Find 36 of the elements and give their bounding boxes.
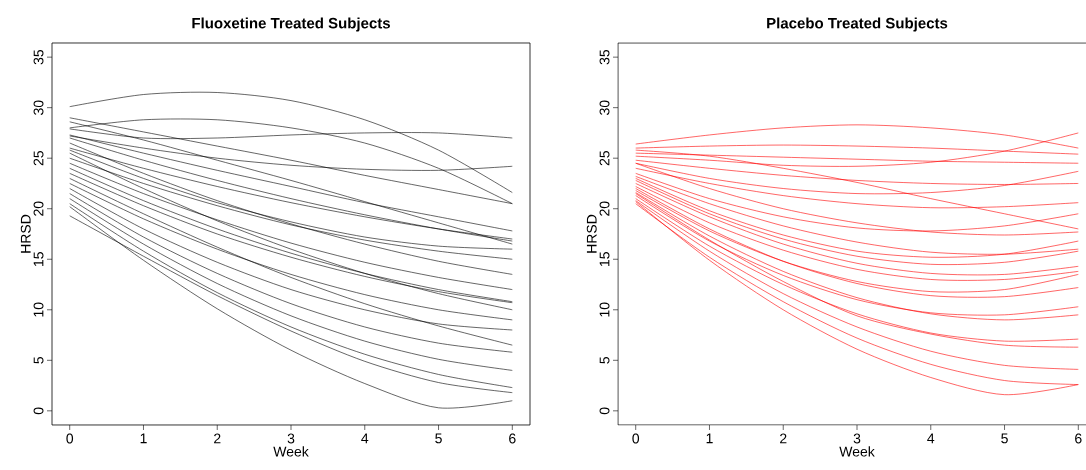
- chart-title: Fluoxetine Treated Subjects: [192, 17, 390, 32]
- x-tick-label: 1: [706, 433, 713, 444]
- y-tick-label: 5: [599, 357, 610, 364]
- chart-title: Placebo Treated Subjects: [767, 17, 948, 32]
- y-tick-label: 30: [33, 100, 44, 115]
- x-tick-label: 0: [632, 433, 640, 444]
- x-tick-label: 2: [214, 433, 221, 444]
- x-tick-label: 4: [927, 433, 935, 444]
- y-tick-label: 15: [599, 252, 610, 266]
- y-tick-label: 0: [33, 407, 44, 415]
- x-tick-label: 1: [140, 433, 147, 444]
- y-tick-label: 20: [599, 201, 610, 216]
- y-tick-label: 30: [599, 100, 610, 115]
- y-tick-label: 5: [33, 357, 44, 364]
- y-tick-label: 15: [33, 252, 44, 266]
- y-tick-label: 35: [33, 49, 44, 65]
- y-tick-label: 25: [599, 151, 610, 166]
- y-tick-label: 10: [33, 302, 44, 317]
- x-axis-title: Week: [273, 446, 309, 457]
- x-tick-label: 4: [361, 433, 369, 444]
- x-tick-label: 6: [1075, 433, 1082, 444]
- y-tick-label: 20: [33, 201, 44, 216]
- y-tick-label: 35: [599, 49, 610, 65]
- y-tick-label: 0: [599, 407, 610, 415]
- x-tick-label: 0: [66, 433, 74, 444]
- y-axis-title: HRSD: [20, 214, 31, 253]
- y-tick-label: 10: [599, 302, 610, 317]
- y-axis-title: HRSD: [586, 214, 597, 253]
- x-tick-label: 3: [853, 433, 861, 444]
- x-tick-label: 5: [435, 433, 442, 444]
- y-tick-label: 25: [33, 151, 44, 166]
- x-tick-label: 5: [1001, 433, 1008, 444]
- x-tick-label: 6: [509, 433, 516, 444]
- x-tick-label: 2: [780, 433, 787, 444]
- x-tick-label: 3: [287, 433, 295, 444]
- x-axis-title: Week: [839, 446, 875, 457]
